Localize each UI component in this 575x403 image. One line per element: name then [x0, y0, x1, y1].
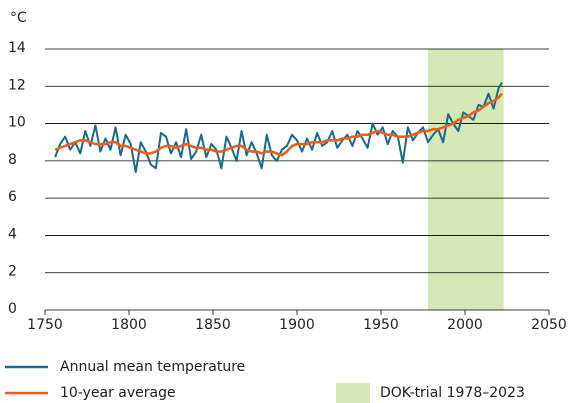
x-tick-label: 1950: [363, 317, 399, 333]
x-tick-label: 1850: [195, 317, 231, 333]
legend-swatch: [336, 383, 370, 403]
y-tick-label: 4: [8, 226, 17, 242]
shaded-region: [428, 49, 504, 310]
series-line: [54, 92, 503, 157]
legend-label: 10-year average: [60, 385, 176, 401]
x-tick-label: 2050: [531, 317, 567, 333]
y-tick-label: 14: [8, 40, 26, 56]
legend-label: Annual mean temperature: [60, 359, 245, 375]
y-tick-label: 2: [8, 264, 17, 280]
y-tick-label: 8: [8, 152, 17, 168]
legend-label: DOK-trial 1978–2023: [380, 385, 525, 401]
x-tick-label: 1800: [111, 317, 147, 333]
y-tick-label: 12: [8, 77, 26, 93]
y-tick-label: 6: [8, 189, 17, 205]
y-tick-label: 10: [8, 115, 26, 131]
x-tick-label: 1750: [27, 317, 63, 333]
x-tick-label: 2000: [447, 317, 483, 333]
x-tick-label: 1900: [279, 317, 315, 333]
y-unit: °C: [10, 10, 27, 26]
y-tick-label: 0: [8, 301, 17, 317]
